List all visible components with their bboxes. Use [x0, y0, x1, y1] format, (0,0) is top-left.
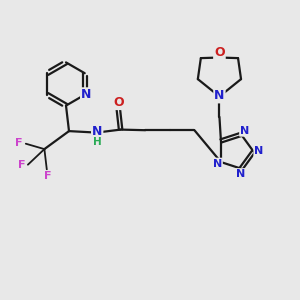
Text: N: N: [240, 126, 249, 136]
Text: N: N: [214, 89, 225, 102]
Text: N: N: [236, 169, 246, 179]
Text: N: N: [92, 125, 102, 138]
Text: F: F: [44, 171, 51, 181]
Text: F: F: [18, 160, 25, 170]
Text: N: N: [254, 146, 263, 157]
Text: O: O: [113, 96, 124, 109]
Text: O: O: [214, 46, 225, 59]
Text: N: N: [213, 159, 222, 169]
Text: N: N: [81, 88, 92, 101]
Text: H: H: [93, 136, 102, 147]
Text: F: F: [16, 138, 23, 148]
